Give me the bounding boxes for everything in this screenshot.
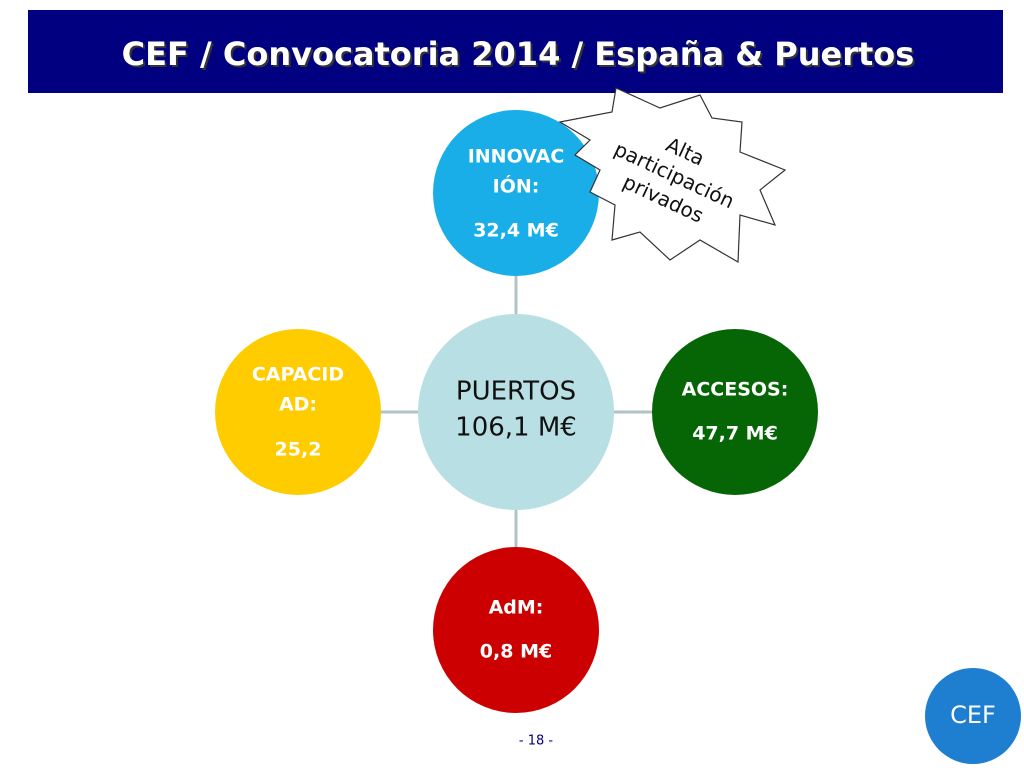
page-number: - 18 - (519, 734, 553, 749)
center-circle (418, 314, 614, 510)
callout-star (558, 87, 787, 264)
node-label: ACCESOS: (682, 379, 789, 401)
node-value: 25,2 (275, 439, 322, 461)
node-circle (433, 547, 599, 713)
node-label: CAPACID (252, 364, 344, 386)
node-label: AD: (279, 394, 317, 416)
node-value: 0,8 M€ (480, 641, 552, 663)
node-circle (652, 329, 818, 495)
node-label: INNOVAC (468, 146, 565, 168)
node-circle (215, 329, 381, 495)
node-circle (433, 110, 599, 276)
node-label: AdM: (489, 597, 544, 619)
title-bar (28, 10, 1003, 93)
node-label: IÓN: (493, 174, 540, 198)
connectors (381, 276, 652, 547)
title-shadow: CEF / Convocatoria 2014 / España & Puert… (124, 37, 917, 75)
logo-text: CEF (950, 701, 996, 729)
node-value: 47,7 M€ (692, 423, 778, 445)
title: CEF / Convocatoria 2014 / España & Puert… (122, 35, 915, 73)
center-label: PUERTOS (456, 377, 576, 407)
node-value: 32,4 M€ (473, 220, 559, 242)
center-value: 106,1 M€ (455, 413, 577, 443)
logo-circle (925, 668, 1021, 764)
